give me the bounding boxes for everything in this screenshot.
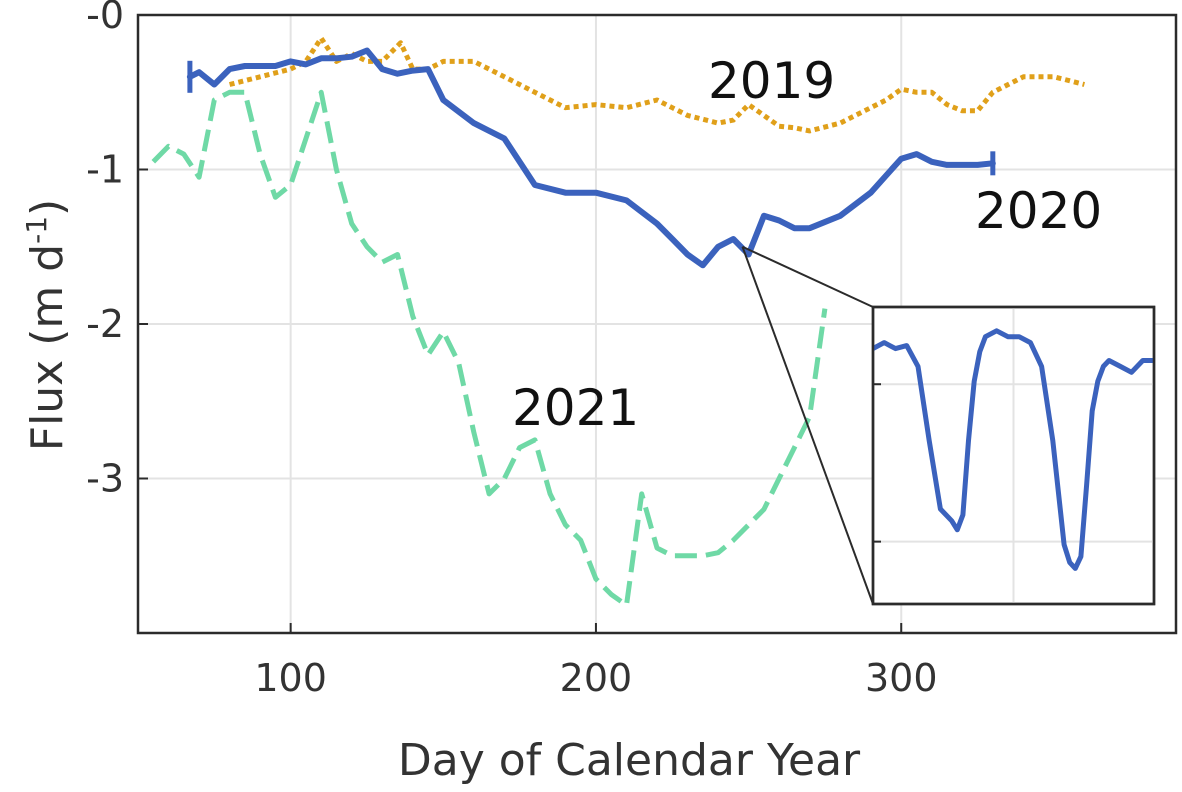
series-label-2019: 2019	[708, 52, 835, 110]
x-tick-label: 300	[865, 656, 938, 700]
inset-connector-bottom	[741, 246, 874, 605]
x-tick-label: 100	[254, 656, 327, 700]
y-tick-label: -1	[86, 148, 124, 192]
y-axis-title-close: )	[22, 199, 73, 216]
y-tick-label: -0	[86, 0, 124, 37]
series-line-2021	[151, 89, 828, 608]
inset-panel	[741, 245, 1156, 606]
y-axis-title-main: Flux (m d	[22, 244, 73, 451]
x-axis-title: Day of Calendar Year	[398, 735, 861, 786]
series-layer	[151, 35, 1086, 608]
series-line-2020	[186, 47, 996, 269]
y-axis-title: Flux (m d-1)	[20, 199, 73, 451]
series-line-2019	[228, 35, 1086, 134]
y-axis-title-superscript: -1	[20, 216, 53, 244]
inset-border	[871, 305, 1156, 606]
series-label-2020: 2020	[975, 182, 1102, 240]
y-tick-label: -3	[86, 457, 124, 501]
inset-series-line	[871, 328, 1154, 571]
inset-connector-top	[742, 245, 874, 308]
y-tick-label: -2	[86, 302, 124, 346]
tick-layer: 100 200 300 -0 -1 -2 -3	[86, 0, 937, 700]
series-label-2021: 2021	[512, 379, 639, 437]
x-tick-label: 200	[560, 656, 633, 700]
